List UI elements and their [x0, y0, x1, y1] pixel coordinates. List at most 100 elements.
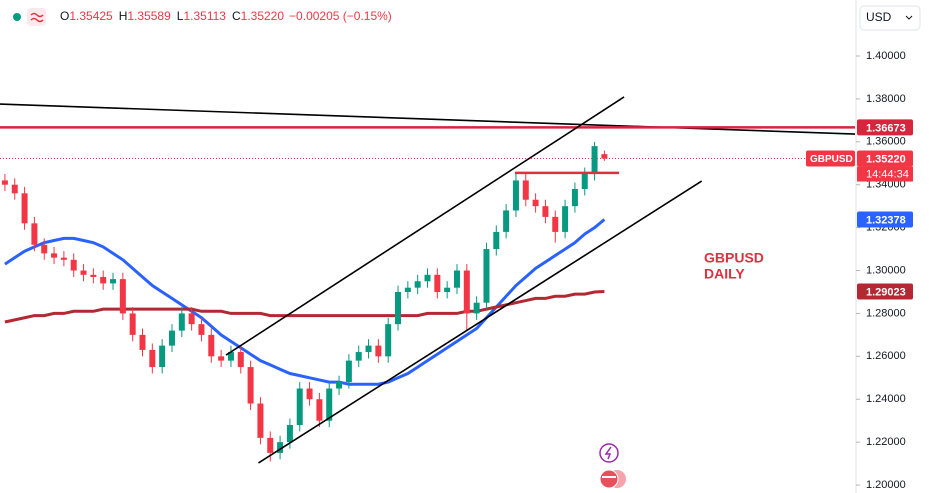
- trend-line: [258, 180, 703, 464]
- y-tick-label: 1.34000: [866, 179, 906, 191]
- countdown: 14:44:34: [866, 168, 909, 180]
- candle-body: [119, 279, 126, 314]
- flash-icon[interactable]: [599, 443, 619, 463]
- candle-body: [227, 352, 234, 361]
- candle-body: [542, 206, 549, 217]
- candle-body: [168, 330, 175, 346]
- y-tick-label: 1.36000: [866, 136, 906, 148]
- candle-body: [139, 334, 146, 350]
- candle-body: [110, 279, 117, 284]
- ohlc-value: 1.35425: [69, 9, 113, 23]
- candle-body: [208, 334, 215, 357]
- candle-body: [512, 180, 519, 211]
- ohlc-change: −0.00205 (−0.15%): [289, 9, 392, 23]
- candle-body: [336, 382, 343, 389]
- y-tick-label: 1.28000: [866, 307, 906, 319]
- candle-body: [70, 259, 77, 271]
- symbol-tag: [806, 150, 855, 167]
- candle-body: [562, 206, 569, 232]
- candle-body: [60, 257, 67, 260]
- candle-body: [326, 388, 333, 421]
- candle-body: [257, 403, 264, 438]
- candle-body: [395, 291, 402, 325]
- wave-icon: [30, 12, 44, 23]
- candle-body: [149, 349, 156, 368]
- candle-body: [247, 367, 254, 404]
- candle-body: [277, 442, 284, 453]
- candle-body: [286, 424, 293, 443]
- candle-body: [483, 249, 490, 303]
- currency-dropdown[interactable]: [859, 5, 921, 31]
- candle-body: [522, 180, 529, 200]
- candle-body: [80, 270, 87, 275]
- ohlc-key: C: [232, 9, 241, 23]
- candle-body: [414, 281, 421, 288]
- last-price-badge-label: 1.35220: [866, 153, 906, 165]
- candle-body: [404, 287, 411, 292]
- price-badge: [857, 119, 913, 136]
- candle-body: [424, 274, 431, 282]
- moving-average: [4, 289, 605, 324]
- chevron: [905, 15, 913, 20]
- trend-line: [225, 96, 625, 356]
- candle-body: [11, 184, 18, 194]
- annotation: DAILY: [704, 266, 745, 282]
- candle-body: [90, 274, 97, 277]
- candle-body: [365, 345, 372, 353]
- price-badge: [857, 211, 913, 228]
- candle-body: [41, 244, 48, 254]
- price-badge: [857, 283, 913, 300]
- icon-box[interactable]: [27, 8, 46, 26]
- y-tick-label: 1.20000: [866, 479, 906, 491]
- y-tick-label: 1.24000: [866, 393, 906, 405]
- ohlc-legend: O1.35425 H1.35589 L1.35113 C1.35220 −0.00205…: [60, 9, 392, 23]
- ohlc-key: O: [60, 9, 69, 23]
- candle-body: [1, 180, 8, 185]
- ohlc-value: 1.35113: [183, 9, 226, 23]
- annotation: GBPUSD: [704, 250, 764, 266]
- candle-body: [434, 274, 441, 292]
- candle-body: [316, 399, 323, 421]
- ohlc-key: H: [119, 9, 128, 23]
- candle-body: [601, 154, 608, 159]
- candle-body: [21, 193, 28, 224]
- candle-body: [296, 388, 303, 425]
- candle-body: [503, 210, 510, 232]
- candle-body: [532, 199, 539, 207]
- bottom-icons: [599, 443, 626, 489]
- candle-body: [552, 216, 559, 232]
- ohlc-value: 1.35589: [127, 9, 171, 23]
- ohlc-value: 1.35220: [241, 9, 285, 23]
- candle-body: [591, 146, 598, 174]
- trend-line: [0, 103, 856, 135]
- candle-body: [51, 253, 58, 258]
- last-price-badge: [857, 150, 913, 167]
- price-badge-label: 1.32378: [866, 214, 906, 226]
- flash-bolt: [604, 446, 612, 460]
- y-tick-label: 1.22000: [866, 436, 906, 448]
- candle-body: [345, 360, 352, 383]
- flag-icon[interactable]: [599, 469, 619, 489]
- candle-body: [267, 437, 274, 453]
- status-dot: [13, 13, 21, 21]
- candle-body: [178, 313, 185, 331]
- flag-stripe: [602, 476, 616, 478]
- candle-body: [581, 173, 588, 190]
- moving-average: [4, 218, 606, 386]
- ohlc-key: L: [177, 9, 184, 23]
- candle-body: [473, 302, 480, 314]
- countdown-box: [857, 166, 913, 182]
- candle-body: [100, 276, 107, 284]
- candle-body: [218, 356, 225, 361]
- candle-body: [571, 189, 578, 207]
- candle-body: [463, 270, 470, 314]
- candle-body: [375, 345, 382, 357]
- candle-body: [444, 287, 451, 292]
- candle-body: [237, 352, 244, 368]
- candle-body: [306, 388, 313, 400]
- candle-body: [453, 270, 460, 288]
- price-badge-label: 1.29023: [866, 286, 906, 298]
